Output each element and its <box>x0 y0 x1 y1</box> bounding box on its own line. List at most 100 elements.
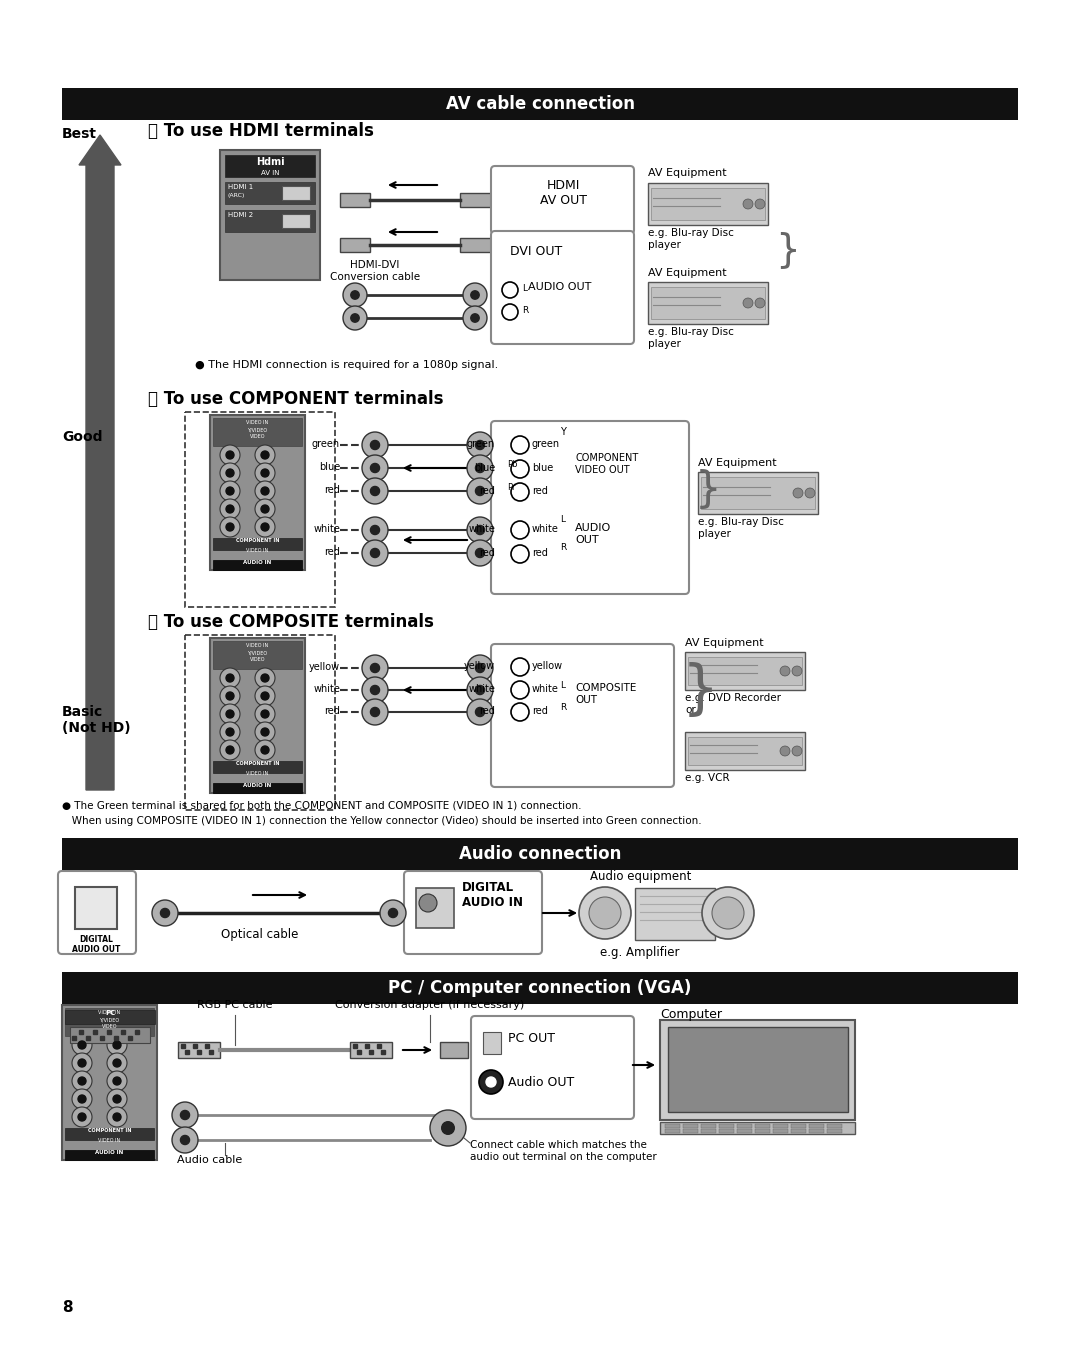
Bar <box>213 783 302 793</box>
Circle shape <box>370 708 379 717</box>
Text: AV Equipment: AV Equipment <box>648 268 727 277</box>
Bar <box>440 1042 468 1058</box>
Text: Ⓐ To use HDMI terminals: Ⓐ To use HDMI terminals <box>148 122 374 139</box>
Text: ● The HDMI connection is required for a 1080p signal.: ● The HDMI connection is required for a … <box>195 360 498 369</box>
Circle shape <box>511 521 529 538</box>
Bar <box>683 1128 698 1132</box>
Circle shape <box>72 1035 92 1055</box>
Circle shape <box>463 306 487 330</box>
Text: red: red <box>480 548 495 557</box>
Circle shape <box>471 291 480 299</box>
Circle shape <box>78 1040 86 1049</box>
Text: AUDIO IN: AUDIO IN <box>95 1150 123 1155</box>
Circle shape <box>362 517 388 543</box>
Circle shape <box>511 681 529 700</box>
Circle shape <box>107 1053 127 1073</box>
Text: (ARC): (ARC) <box>228 193 245 198</box>
Text: AV Equipment: AV Equipment <box>685 639 764 648</box>
Bar <box>755 1128 770 1132</box>
Bar <box>220 150 320 280</box>
Circle shape <box>180 1111 190 1119</box>
Text: L: L <box>561 515 565 524</box>
Bar <box>685 652 805 690</box>
Circle shape <box>255 740 275 760</box>
Circle shape <box>220 723 240 741</box>
Circle shape <box>226 451 234 459</box>
Bar <box>719 1124 734 1128</box>
Circle shape <box>226 746 234 754</box>
Text: e.g. Blu-ray Disc
player: e.g. Blu-ray Disc player <box>698 517 784 538</box>
Text: Computer: Computer <box>660 1008 723 1022</box>
Bar <box>688 737 802 764</box>
Circle shape <box>362 676 388 704</box>
Circle shape <box>113 1040 121 1049</box>
Text: blue: blue <box>532 463 553 474</box>
Text: COMPONENT IN: COMPONENT IN <box>235 760 280 766</box>
Text: red: red <box>324 547 340 557</box>
Circle shape <box>475 525 485 534</box>
Text: PC OUT: PC OUT <box>508 1031 555 1045</box>
Bar <box>65 1150 154 1160</box>
Bar <box>225 156 315 177</box>
Text: Good: Good <box>62 430 103 444</box>
Circle shape <box>702 888 754 939</box>
Circle shape <box>792 746 802 756</box>
Text: COMPOSITE
OUT: COMPOSITE OUT <box>575 683 636 705</box>
Text: AV Equipment: AV Equipment <box>698 459 777 468</box>
Bar <box>648 281 768 323</box>
Circle shape <box>226 710 234 718</box>
Bar <box>210 415 305 570</box>
Circle shape <box>255 723 275 741</box>
Circle shape <box>343 283 367 307</box>
Text: e.g. Blu-ray Disc
player: e.g. Blu-ray Disc player <box>648 229 734 249</box>
Circle shape <box>362 540 388 566</box>
Circle shape <box>805 488 815 498</box>
Circle shape <box>419 894 437 912</box>
Text: e.g. Amplifier: e.g. Amplifier <box>600 946 679 959</box>
Text: white: white <box>532 685 558 694</box>
Bar <box>62 88 1018 120</box>
Text: red: red <box>480 706 495 716</box>
Circle shape <box>442 1122 455 1134</box>
Circle shape <box>72 1072 92 1091</box>
Circle shape <box>370 487 379 495</box>
Circle shape <box>172 1127 198 1153</box>
Text: e.g. VCR: e.g. VCR <box>685 773 730 783</box>
Text: AUDIO OUT: AUDIO OUT <box>528 281 592 292</box>
Bar <box>213 418 302 446</box>
Bar <box>827 1128 842 1132</box>
Text: Audio equipment: Audio equipment <box>590 870 691 884</box>
FancyBboxPatch shape <box>491 644 674 787</box>
Text: Optical cable: Optical cable <box>221 928 299 940</box>
Circle shape <box>72 1089 92 1109</box>
Circle shape <box>255 482 275 501</box>
Bar <box>665 1124 680 1128</box>
Circle shape <box>486 1077 496 1086</box>
Circle shape <box>579 888 631 939</box>
Bar <box>340 238 370 252</box>
Circle shape <box>113 1077 121 1085</box>
Circle shape <box>755 199 765 208</box>
Bar <box>340 193 370 207</box>
Circle shape <box>370 686 379 694</box>
Circle shape <box>180 1135 190 1145</box>
Text: Y/VIDEO: Y/VIDEO <box>247 649 268 655</box>
Circle shape <box>261 469 269 478</box>
Text: 8: 8 <box>62 1300 72 1315</box>
Circle shape <box>113 1095 121 1103</box>
Bar <box>683 1124 698 1128</box>
Text: DIGITAL
AUDIO OUT: DIGITAL AUDIO OUT <box>71 935 120 954</box>
Text: VIDEO IN: VIDEO IN <box>246 419 269 425</box>
Circle shape <box>362 455 388 482</box>
Text: AUDIO
OUT: AUDIO OUT <box>575 524 611 545</box>
Bar <box>210 639 305 793</box>
Bar <box>62 1005 157 1160</box>
Circle shape <box>467 455 492 482</box>
Circle shape <box>475 464 485 472</box>
Text: red: red <box>532 548 548 557</box>
Text: green: green <box>532 438 561 449</box>
Circle shape <box>255 463 275 483</box>
Bar <box>62 971 1018 1004</box>
Text: Pr: Pr <box>507 483 515 492</box>
Bar <box>669 1027 848 1112</box>
